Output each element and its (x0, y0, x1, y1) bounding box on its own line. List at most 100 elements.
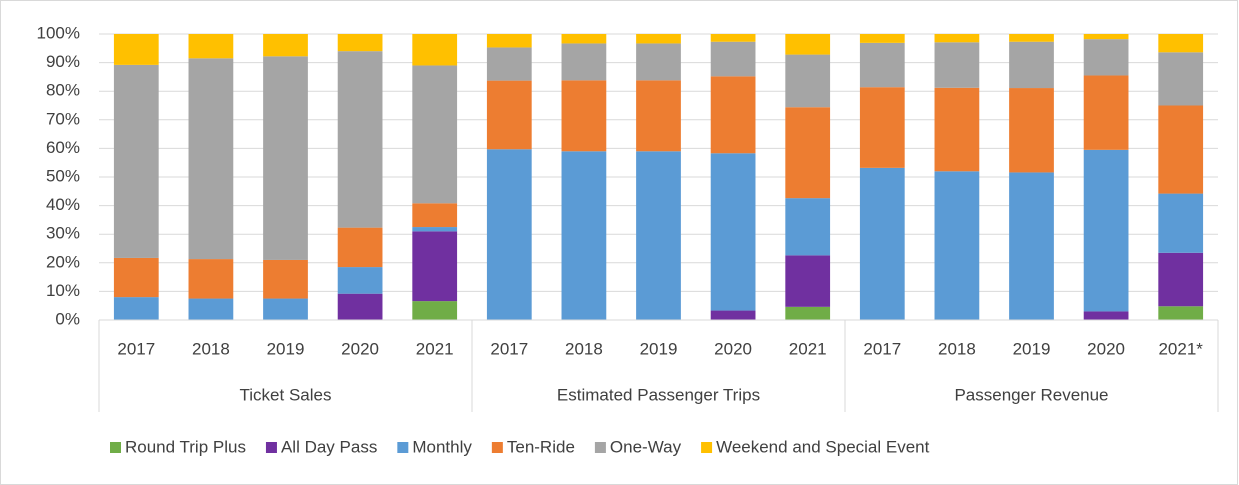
y-tick-label: 80% (46, 81, 80, 100)
legend-swatch (397, 442, 409, 453)
bar-segment (710, 41, 756, 77)
bar-segment (412, 203, 458, 228)
bar-segment (561, 80, 607, 152)
legend-swatch (265, 442, 277, 453)
bar-segment (710, 76, 756, 154)
bar-segment (412, 34, 458, 66)
y-tick-label: 30% (46, 224, 80, 243)
bar-segment (785, 198, 831, 256)
group-label: Estimated Passenger Trips (557, 385, 760, 404)
bar-segment (1158, 52, 1204, 106)
bar-segment (785, 255, 831, 307)
bar-segment (486, 34, 532, 48)
bar-segment (710, 153, 756, 311)
x-tick-label: 2021* (1158, 339, 1203, 358)
legend-swatch (701, 442, 713, 453)
bar-segment (486, 80, 532, 150)
bar-segment (1009, 172, 1054, 320)
legend-label: All Day Pass (281, 437, 377, 456)
legend-swatch (491, 442, 503, 453)
bar-segment (337, 293, 383, 320)
bar-segment (859, 34, 905, 43)
bar-segment (188, 58, 234, 260)
x-tick-label: 2017 (863, 339, 901, 358)
y-tick-label: 20% (46, 252, 80, 271)
bar-segment (636, 151, 681, 320)
bar-segment (1083, 34, 1129, 40)
bar-segment (785, 34, 831, 55)
x-tick-label: 2017 (117, 339, 155, 358)
y-tick-label: 10% (46, 281, 80, 300)
bar-segment (1083, 149, 1129, 312)
y-tick-label: 50% (46, 166, 80, 185)
y-tick-label: 100% (37, 23, 80, 42)
y-tick-label: 40% (46, 195, 80, 214)
bar-segment (1009, 88, 1054, 173)
bar-segment (1158, 34, 1204, 53)
group-label: Ticket Sales (240, 385, 332, 404)
bar-segment (710, 34, 756, 42)
bar-segment (412, 65, 458, 204)
bar-segment (636, 34, 681, 44)
bar-segment (412, 231, 458, 302)
legend-label: One-Way (610, 437, 682, 456)
bar-segment (1009, 41, 1054, 89)
bar-segment (412, 227, 458, 232)
bar-segment (337, 227, 383, 268)
bar-segment (636, 80, 681, 152)
bar-segment (486, 47, 532, 81)
bar-segment (337, 267, 383, 294)
bar-segment (785, 107, 831, 199)
bar-segment (785, 306, 831, 320)
bar-segment (1083, 75, 1129, 150)
x-tick-label: 2019 (1013, 339, 1051, 358)
bar-segment (263, 34, 308, 57)
bar-segment (188, 34, 234, 59)
x-tick-label: 2021 (416, 339, 454, 358)
bar-segment (188, 298, 234, 320)
bar-segment (337, 51, 383, 228)
bar-segment (263, 56, 308, 260)
y-tick-label: 70% (46, 109, 80, 128)
bar-segment (188, 259, 234, 299)
x-tick-label: 2019 (640, 339, 678, 358)
bar-segment (934, 87, 980, 172)
bar-segment (934, 171, 980, 320)
x-tick-label: 2018 (565, 339, 603, 358)
bar-segment (561, 43, 607, 81)
bar-segment (1083, 39, 1129, 76)
x-tick-label: 2020 (1087, 339, 1125, 358)
bar-segment (859, 87, 905, 168)
legend-swatch (594, 442, 606, 453)
bar-segment (263, 259, 308, 299)
bar-segment (710, 310, 756, 320)
y-tick-label: 0% (55, 309, 80, 328)
x-tick-label: 2018 (938, 339, 976, 358)
bar-segment (337, 34, 383, 52)
y-tick-label: 90% (46, 52, 80, 71)
bar-segment (486, 149, 532, 320)
bar-segment (1009, 34, 1054, 42)
bar-segment (113, 257, 159, 298)
bar-segment (934, 42, 980, 88)
bar-segment (113, 297, 159, 320)
x-tick-label: 2021 (789, 339, 827, 358)
bar-segment (412, 301, 458, 320)
bar-segment (113, 34, 159, 65)
bar-segment (859, 42, 905, 88)
bar-segment (1158, 193, 1204, 253)
group-label: Passenger Revenue (954, 385, 1108, 404)
legend-label: Round Trip Plus (125, 437, 246, 456)
x-tick-label: 2019 (267, 339, 305, 358)
bar-segment (1158, 105, 1204, 194)
bar-segment (785, 54, 831, 108)
y-tick-label: 60% (46, 138, 80, 157)
bar-segment (1158, 252, 1204, 307)
bar-segment (1158, 306, 1204, 320)
bar-segment (859, 167, 905, 320)
legend-label: Weekend and Special Event (716, 437, 930, 456)
bar-segment (561, 151, 607, 320)
legend-swatch (110, 442, 121, 453)
x-tick-label: 2020 (341, 339, 379, 358)
